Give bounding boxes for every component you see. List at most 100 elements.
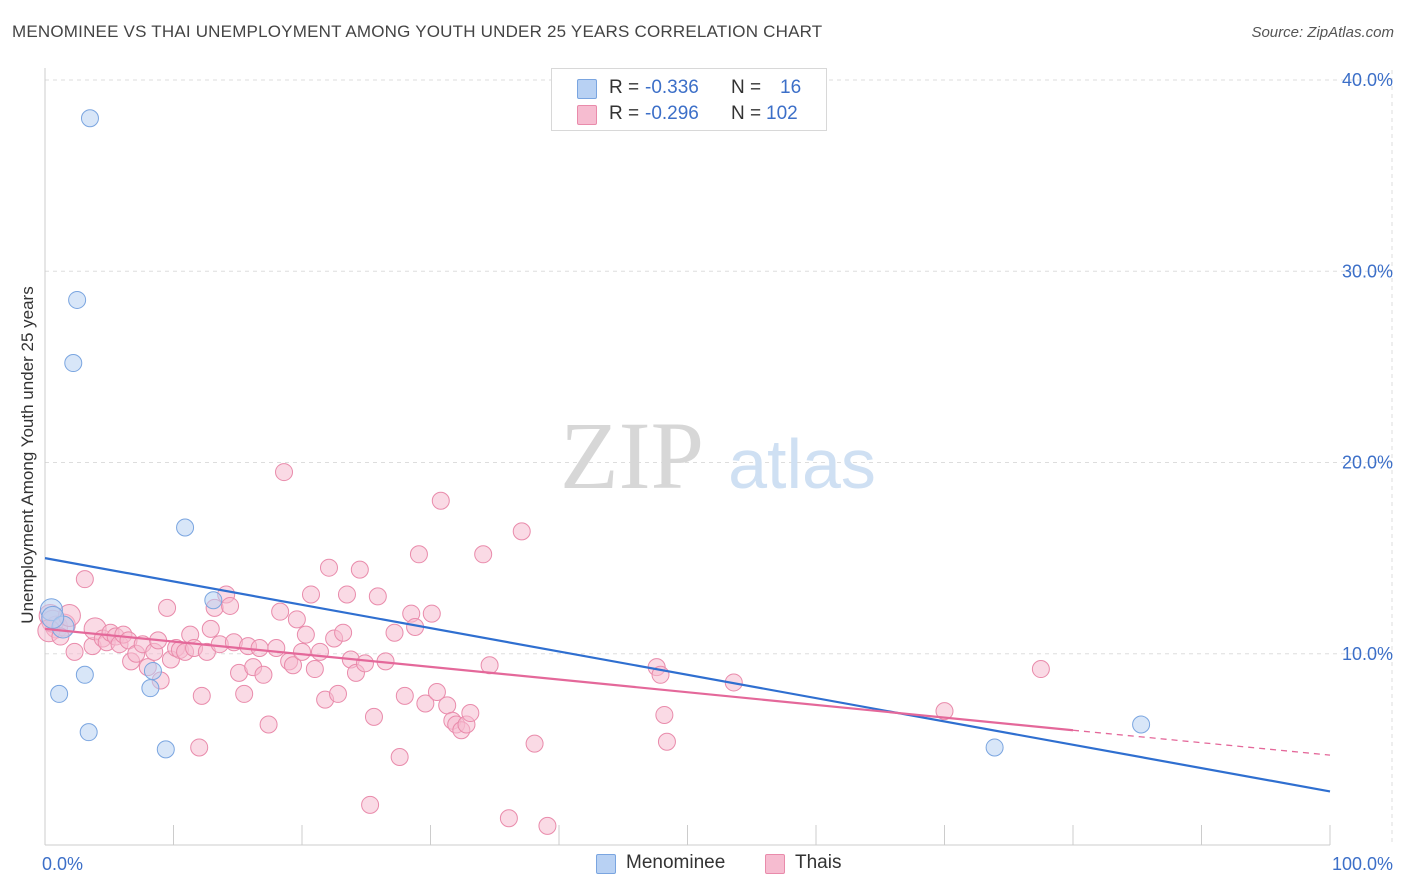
thais-point-43 (250, 639, 269, 658)
thais-point-53 (296, 625, 315, 644)
menominee-point-12 (156, 740, 175, 759)
menominee-point-10 (50, 684, 69, 703)
thais-swatch (577, 105, 597, 125)
menominee-point-4 (204, 591, 223, 610)
thais-point-98 (935, 702, 954, 721)
thais-point-76 (409, 545, 428, 564)
menominee-point-8 (143, 661, 162, 680)
thais-point-95 (655, 705, 674, 724)
thais-r-label: R = (609, 103, 640, 124)
thais-point-77 (416, 694, 435, 713)
x-tick-label-0: 0.0% (42, 854, 83, 874)
menominee-r-value: -0.336 (645, 77, 699, 98)
chart-title: MENOMINEE VS THAI UNEMPLOYMENT AMONG YOU… (12, 22, 823, 41)
stats-legend: R = -0.336 N = 16 R = -0.296 N = 102 (551, 68, 827, 131)
menominee-n-value: 16 (780, 77, 802, 98)
menominee-point-2 (64, 354, 83, 373)
y-tick-label-2: 30.0% (1342, 261, 1393, 281)
thais-point-92 (538, 816, 557, 835)
bottom-thais-label: Thais (795, 852, 842, 873)
tick-labels: 10.0% 20.0% 30.0% 40.0% 0.0% 100.0% (42, 70, 1393, 874)
thais-point-81 (438, 696, 457, 715)
thais-point-96 (657, 732, 676, 751)
source-label: Source: ZipAtlas.com (1251, 24, 1394, 41)
thais-point-44 (254, 665, 273, 684)
menominee-point-13 (1132, 715, 1151, 734)
thais-point-46 (267, 639, 286, 658)
axes (44, 68, 1331, 846)
thais-point-40 (235, 684, 254, 703)
thais-point-54 (301, 585, 320, 604)
thais-point-48 (275, 463, 294, 482)
thais-point-5 (65, 642, 84, 661)
thais-point-58 (319, 558, 338, 577)
grid-lines (45, 70, 1393, 845)
menominee-trend-line (44, 557, 1331, 793)
thais-r-value: -0.296 (645, 103, 699, 124)
thais-n-label: N = (731, 103, 762, 124)
thais-point-67 (361, 795, 380, 814)
thais-point-66 (355, 654, 374, 673)
legend-row-thais: R = -0.296 N = 102 (552, 102, 826, 126)
thais-point-68 (364, 707, 383, 726)
menominee-point-9 (141, 679, 160, 698)
thais-point-33 (201, 619, 220, 638)
thais-point-61 (334, 623, 353, 642)
thais-point-90 (512, 522, 531, 541)
y-axis-label: Unemployment Among Youth under 25 years (18, 286, 37, 624)
thais-point-56 (310, 642, 329, 661)
thais-point-71 (385, 623, 404, 642)
thais-trend-line (44, 627, 1074, 732)
thais-point-52 (293, 642, 311, 661)
thais-point-80 (431, 491, 450, 510)
thais-point-47 (271, 602, 290, 621)
thais-point-45 (259, 715, 278, 734)
thais-point-73 (395, 686, 414, 705)
thais-point-30 (190, 738, 209, 757)
y-tick-label-1: 20.0% (1342, 453, 1393, 473)
thais-point-69 (368, 587, 387, 606)
bottom-menominee-swatch (596, 854, 616, 874)
thais-point-87 (474, 545, 493, 564)
watermark-zip: ZIP (560, 402, 704, 509)
x-tick-label-1: 100.0% (1332, 854, 1393, 874)
thais-point-91 (525, 734, 544, 753)
thais-point-79 (427, 683, 446, 701)
thais-point-37 (221, 596, 240, 615)
menominee-point-0 (80, 109, 99, 128)
menominee-point-11 (79, 723, 98, 742)
thais-point-60 (328, 684, 347, 703)
thais-point-86 (461, 704, 480, 723)
thais-point-65 (350, 560, 369, 579)
y-tick-label-3: 40.0% (1342, 70, 1393, 90)
bottom-menominee-label: Menominee (626, 852, 726, 873)
thais-point-50 (284, 656, 303, 675)
menominee-point-1 (68, 290, 87, 309)
bottom-thais-swatch (765, 854, 785, 874)
y-tick-label-0: 10.0% (1342, 644, 1393, 664)
watermark-atlas: atlas (728, 425, 876, 503)
menominee-r-label: R = (609, 77, 640, 98)
thais-n-value: 102 (766, 103, 798, 124)
menominee-n-label: N = (731, 77, 762, 98)
menominee-point-7 (75, 665, 94, 684)
watermark: ZIP atlas (560, 402, 876, 509)
thais-point-78 (422, 604, 441, 623)
thais-point-23 (158, 598, 177, 617)
thais-point-55 (305, 660, 324, 679)
menominee-point-15 (41, 605, 65, 629)
thais-point-62 (337, 585, 356, 604)
menominee-swatch (577, 79, 597, 99)
thais-point-99 (1031, 660, 1050, 679)
legend-row-menominee: R = -0.336 N = 16 (552, 76, 826, 100)
thais-point-89 (499, 809, 518, 828)
menominee-point-14 (985, 738, 1004, 757)
thais-point-51 (287, 610, 306, 629)
thais-point-72 (390, 748, 409, 767)
menominee-points (39, 109, 1151, 759)
thais-point-6 (75, 570, 94, 589)
trend-lines (44, 557, 1331, 793)
thais-point-31 (192, 686, 211, 705)
menominee-point-3 (176, 518, 195, 537)
